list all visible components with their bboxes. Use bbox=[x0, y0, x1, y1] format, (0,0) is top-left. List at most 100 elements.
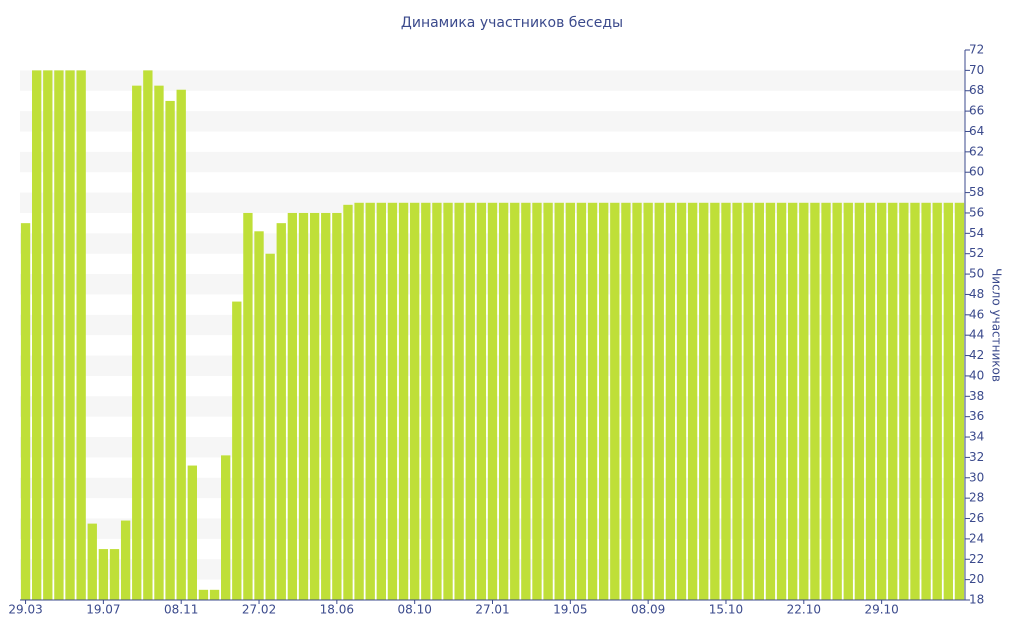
x-tick-label: 19.07 bbox=[86, 603, 120, 617]
bar bbox=[165, 100, 175, 600]
y-tick-label: 22 bbox=[969, 552, 984, 566]
y-tick-label: 68 bbox=[969, 83, 984, 97]
bar bbox=[243, 212, 253, 601]
bar bbox=[865, 202, 876, 600]
bar bbox=[521, 202, 531, 600]
chart-title: Динамика участников беседы bbox=[401, 15, 623, 31]
bar bbox=[32, 70, 42, 601]
bar bbox=[854, 202, 865, 600]
bar bbox=[465, 202, 475, 600]
bar bbox=[676, 202, 687, 600]
bar bbox=[265, 253, 275, 600]
bar bbox=[187, 465, 197, 600]
bar bbox=[554, 202, 564, 600]
bar bbox=[599, 202, 609, 600]
bar bbox=[443, 202, 453, 600]
y-tick-label: 38 bbox=[969, 389, 984, 403]
x-tick-label: 18.06 bbox=[320, 603, 354, 617]
bar bbox=[699, 202, 709, 600]
y-tick-label: 62 bbox=[969, 144, 984, 158]
bar bbox=[765, 202, 776, 600]
bar bbox=[109, 549, 120, 600]
y-tick-label: 70 bbox=[969, 63, 984, 77]
bar bbox=[498, 202, 509, 600]
bar bbox=[576, 202, 587, 600]
bar bbox=[754, 202, 764, 600]
bar bbox=[510, 202, 520, 600]
x-tick-label: 29.03 bbox=[8, 603, 42, 617]
bar bbox=[899, 202, 909, 600]
bar bbox=[254, 231, 264, 600]
bar bbox=[20, 223, 31, 601]
bar bbox=[343, 204, 353, 600]
bar bbox=[543, 202, 553, 600]
bar bbox=[721, 202, 731, 600]
bar bbox=[221, 455, 231, 600]
bar bbox=[321, 212, 331, 601]
grid-band bbox=[20, 70, 965, 91]
bar bbox=[843, 202, 853, 600]
y-tick-label: 54 bbox=[969, 226, 984, 240]
bar bbox=[665, 202, 676, 600]
x-tick-label: 15.10 bbox=[709, 603, 743, 617]
bar bbox=[487, 202, 498, 600]
bar bbox=[232, 301, 242, 600]
x-tick-label: 27.02 bbox=[242, 603, 276, 617]
x-tick-label: 19.05 bbox=[553, 603, 587, 617]
bar bbox=[198, 589, 209, 600]
y-tick-label: 34 bbox=[969, 430, 984, 444]
bar bbox=[209, 589, 220, 600]
bar bbox=[120, 520, 131, 600]
bar bbox=[421, 202, 431, 600]
y-tick-label: 30 bbox=[969, 470, 984, 484]
bar bbox=[710, 202, 720, 600]
bar bbox=[309, 212, 320, 601]
bar bbox=[154, 85, 164, 601]
bar bbox=[610, 202, 620, 600]
bar bbox=[43, 70, 53, 601]
bar bbox=[398, 202, 409, 600]
bar bbox=[932, 202, 942, 600]
bar bbox=[54, 70, 64, 601]
bar bbox=[332, 212, 342, 601]
y-tick-label: 32 bbox=[969, 450, 984, 464]
bar bbox=[954, 202, 965, 600]
bar bbox=[565, 202, 575, 600]
y-tick-label: 66 bbox=[969, 104, 984, 118]
x-tick-label: 08.09 bbox=[631, 603, 665, 617]
bar bbox=[87, 523, 97, 600]
bar bbox=[921, 202, 931, 600]
bar bbox=[654, 202, 664, 600]
y-tick-label: 48 bbox=[969, 287, 984, 301]
bar bbox=[643, 202, 653, 600]
bar bbox=[276, 223, 286, 601]
y-tick-label: 26 bbox=[969, 511, 984, 525]
bar bbox=[454, 202, 464, 600]
grid-band bbox=[20, 111, 965, 132]
x-tick-label: 08.11 bbox=[164, 603, 198, 617]
y-tick-label: 64 bbox=[969, 124, 984, 138]
bar bbox=[76, 70, 86, 601]
bar bbox=[132, 85, 142, 601]
bar bbox=[799, 202, 809, 600]
bar bbox=[410, 202, 420, 600]
y-tick-label: 20 bbox=[969, 572, 984, 586]
y-tick-label: 58 bbox=[969, 185, 984, 199]
bar bbox=[621, 202, 631, 600]
bar bbox=[632, 202, 642, 600]
y-tick-label: 46 bbox=[969, 307, 984, 321]
y-tick-label: 40 bbox=[969, 368, 984, 382]
y-tick-label: 60 bbox=[969, 165, 984, 179]
bar bbox=[476, 202, 487, 600]
y-tick-label: 72 bbox=[969, 43, 984, 57]
y-tick-label: 50 bbox=[969, 267, 984, 281]
bar bbox=[176, 89, 186, 600]
bar bbox=[287, 212, 298, 601]
bar bbox=[376, 202, 386, 600]
x-tick-label: 27.01 bbox=[475, 603, 509, 617]
y-axis-title: Число участников bbox=[990, 268, 1004, 382]
bar bbox=[732, 202, 742, 600]
y-tick-label: 28 bbox=[969, 491, 984, 505]
y-tick-label: 56 bbox=[969, 205, 984, 219]
